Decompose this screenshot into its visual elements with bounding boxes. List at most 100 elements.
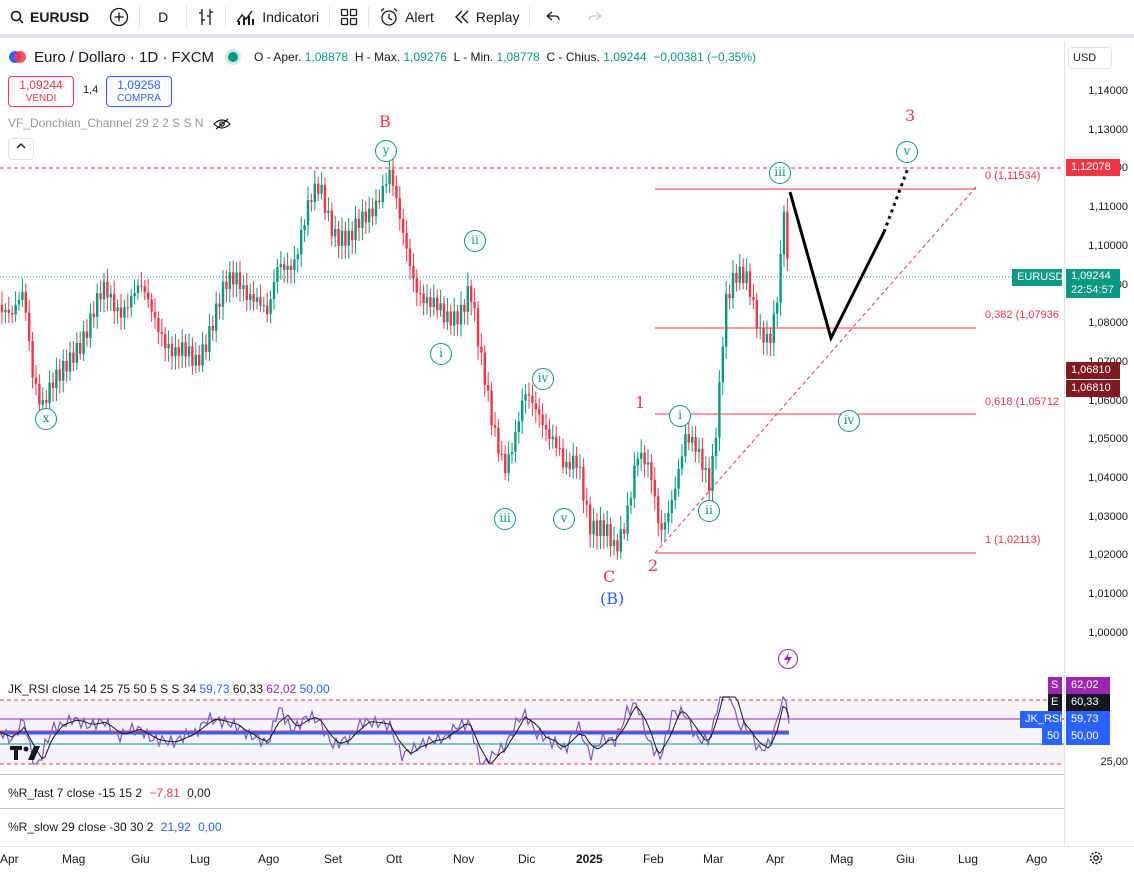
candle-body: [646, 462, 650, 465]
price-chart[interactable]: [0, 42, 1064, 846]
candle-body: [211, 326, 214, 331]
indicators-button[interactable]: Indicatori: [226, 0, 329, 36]
candle-body: [14, 304, 17, 315]
fib-label-618: 0,618 (1,05712: [985, 396, 1060, 408]
settings-button[interactable]: [1088, 850, 1104, 869]
candle-body: [687, 434, 690, 443]
rsi-e-tag: E: [1048, 694, 1062, 711]
time-axis[interactable]: Apr Mag Giu Lug Ago Set Ott Nov Dic 2025 Feb Mar Apr…: [0, 846, 1134, 872]
alert-label: Alert: [405, 9, 434, 25]
candle-body: [102, 281, 106, 300]
candle-body: [232, 272, 235, 285]
candle-body: [558, 447, 561, 449]
wave-circle-iii-a: iii: [494, 508, 516, 530]
currency-selector[interactable]: USD: [1068, 47, 1112, 69]
chart-type-button[interactable]: [187, 0, 225, 36]
candle-body: [347, 230, 350, 246]
change-value: −0,00381 (−0,35%): [653, 50, 757, 64]
candle-body: [398, 198, 401, 219]
candlesticks: [0, 158, 789, 560]
market-status-dot: [228, 52, 239, 62]
buy-button[interactable]: 1,09258 COMPRA: [106, 76, 172, 107]
candle-body: [286, 265, 289, 270]
close-value: 1,09244: [603, 50, 647, 64]
candle-body: [769, 333, 772, 343]
candle-body: [507, 454, 510, 474]
candle-body: [317, 183, 320, 194]
candle-body: [136, 285, 140, 294]
symbol-search[interactable]: EURUSD: [0, 0, 99, 36]
candle-body: [221, 281, 225, 307]
candle-body: [160, 332, 163, 334]
candle-body: [388, 169, 391, 185]
candle-body: [269, 299, 272, 315]
alert-button[interactable]: Alert: [369, 0, 444, 36]
eye-off-icon[interactable]: [212, 118, 231, 130]
candle-body: [527, 394, 531, 396]
interval-button[interactable]: D: [140, 0, 186, 36]
grid-icon: [340, 8, 358, 26]
candle-body: [289, 265, 293, 271]
candle-body: [262, 305, 265, 307]
candle-body: [731, 272, 735, 299]
candle-body: [405, 232, 408, 249]
candle-body: [670, 499, 673, 513]
candle-body: [65, 361, 68, 372]
candle-body: [497, 427, 500, 454]
candle-body: [330, 210, 333, 237]
candle-body: [323, 184, 327, 213]
month-label: Ago: [258, 852, 280, 866]
candle-body: [677, 468, 680, 489]
candle-body: [320, 184, 323, 194]
candle-body: [745, 271, 748, 284]
rsi-indicator-label[interactable]: JK_RSI close 14 25 75 50 5 S S 34 59,73 …: [8, 682, 330, 696]
replay-button[interactable]: Replay: [444, 0, 530, 36]
collapse-legend-button[interactable]: [8, 138, 34, 160]
redo-button[interactable]: [574, 0, 618, 36]
donchian-indicator-label[interactable]: VF_Donchian_Channel 29 2 2 S S N: [8, 116, 231, 130]
spread-value: 1,4: [83, 84, 99, 96]
candle-body: [599, 520, 602, 537]
rsi-50-tag: 50: [1042, 728, 1062, 745]
wave-circle-y: y: [375, 140, 397, 162]
candle-body: [697, 448, 701, 452]
candle-body: [453, 311, 456, 326]
chevron-up-icon: [15, 140, 27, 152]
candle-body: [361, 211, 364, 228]
candle-body: [147, 292, 150, 300]
wave-label-bigB: (B): [600, 589, 625, 608]
layouts-button[interactable]: [330, 0, 368, 36]
compare-button[interactable]: [99, 0, 139, 36]
candle-body: [640, 452, 643, 459]
candle-body: [534, 403, 537, 410]
projection-dotted: [882, 167, 910, 233]
rsi-s-badge: 62,02: [1066, 677, 1110, 694]
candle-body: [619, 529, 622, 552]
candle-body: [306, 200, 310, 226]
candle-body: [470, 286, 473, 302]
candle-body: [592, 520, 595, 535]
sell-button[interactable]: 1,09244 VENDI: [8, 76, 74, 107]
candle-body: [150, 299, 153, 312]
rfast-indicator-label[interactable]: %R_fast 7 close -15 15 2 −7,81 0,00: [8, 786, 211, 800]
event-marker[interactable]: [778, 649, 798, 669]
candle-body: [140, 285, 143, 287]
undo-button[interactable]: [530, 0, 574, 36]
rslow-indicator-label[interactable]: %R_slow 29 close -30 30 2 21,92 0,00: [8, 820, 222, 834]
pane-divider[interactable]: [0, 774, 1064, 775]
ohlc-values: O - Aper. 1,08878 H - Max. 1,09276 L - M…: [254, 50, 757, 64]
candle-body: [429, 297, 432, 307]
candle-body: [174, 347, 177, 357]
chart-title[interactable]: Euro / Dollaro · 1D · FXCM: [34, 48, 215, 66]
toolbar-divider: [329, 6, 331, 28]
candle-body: [177, 347, 180, 356]
wave-label-B: B: [379, 112, 391, 131]
candle-body: [483, 352, 486, 385]
fib-label-1: 1 (1,02113): [985, 534, 1041, 546]
candle-body: [476, 308, 480, 347]
wave-circle-iii-b: iii: [769, 162, 791, 184]
pane-divider[interactable]: [0, 808, 1064, 809]
candle-body: [425, 297, 429, 303]
candle-body: [337, 229, 340, 247]
rsi-e-badge: 60,33: [1066, 694, 1110, 711]
